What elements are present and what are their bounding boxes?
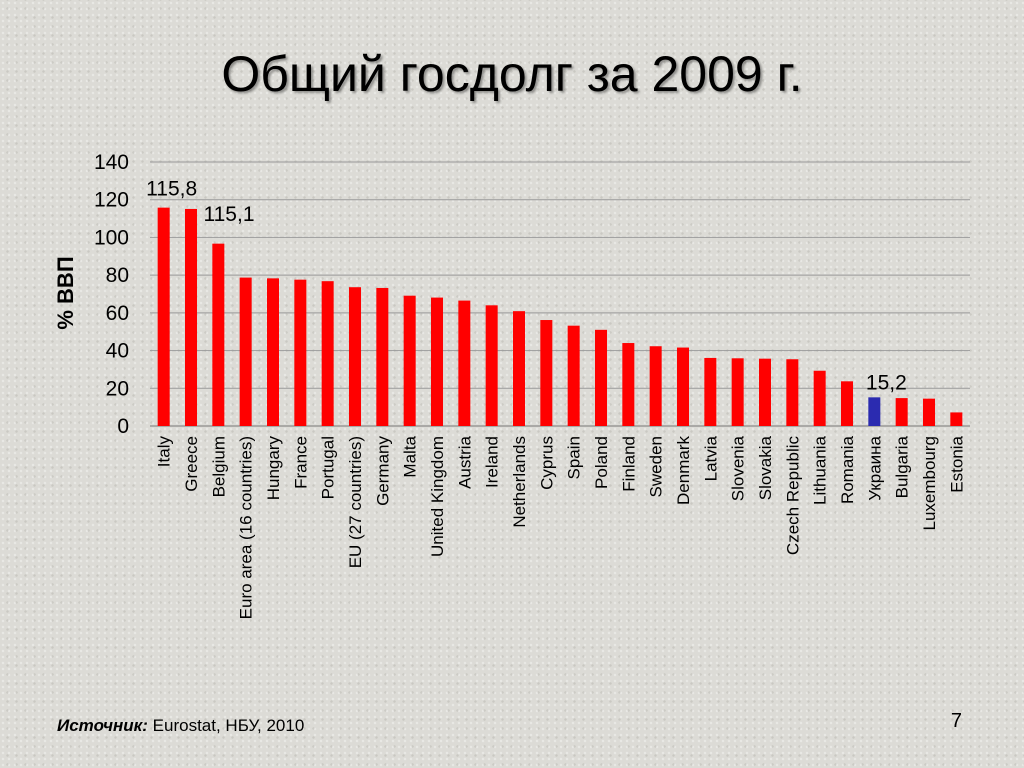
x-tick-label: Bulgaria: [893, 435, 912, 498]
y-axis-ticks: 0 20 40 60 80 100 120 140: [94, 151, 129, 438]
x-tick-label: Hungary: [264, 436, 283, 501]
bar: [731, 358, 744, 426]
data-labels: 115,8 115,1 15,2: [146, 178, 907, 395]
x-tick-label: Latvia: [701, 435, 720, 481]
bar: [813, 370, 826, 426]
x-tick-label: Estonia: [947, 435, 966, 492]
source-label: Источник:: [57, 716, 148, 735]
source-note: Источник: Eurostat, НБУ, 2010: [57, 716, 304, 736]
bar: [895, 398, 908, 426]
x-tick-label: EU (27 countries): [346, 436, 365, 568]
bar: [595, 329, 607, 426]
page-number: 7: [950, 710, 962, 732]
x-tick-label: Greece: [182, 436, 201, 492]
y-tick-label: 80: [106, 264, 129, 287]
x-tick-label: Czech Republic: [783, 436, 802, 556]
bar: [868, 397, 881, 426]
y-tick-label: 40: [106, 340, 129, 363]
x-tick-label: Slovenia: [729, 435, 748, 501]
bar: [677, 347, 689, 426]
bars: [157, 207, 963, 426]
x-tick-label: Belgium: [209, 436, 228, 497]
bar: [403, 295, 416, 426]
bar: [540, 320, 553, 426]
x-tick-label: Romania: [838, 435, 857, 504]
x-tick-label: Malta: [401, 435, 420, 477]
x-tick-label: France: [291, 436, 310, 489]
bar: [294, 279, 307, 426]
bar: [185, 208, 197, 426]
y-tick-label: 20: [106, 377, 129, 400]
y-tick-label: 100: [94, 226, 129, 249]
x-tick-label: United Kingdom: [428, 436, 447, 557]
data-label: 115,8: [146, 178, 197, 201]
x-tick-label: Luxembourg: [920, 436, 939, 531]
x-tick-label: Austria: [455, 435, 474, 488]
bar: [239, 277, 252, 426]
x-tick-label: Sweden: [647, 436, 666, 497]
x-tick-label: Portugal: [319, 436, 338, 499]
x-tick-label: Spain: [565, 436, 584, 479]
bar: [513, 311, 525, 426]
x-axis-labels: Italy Greece Belgium Euro area (16 countrie…: [155, 435, 967, 619]
x-tick-label: Ireland: [483, 436, 502, 488]
bar: [458, 300, 471, 426]
bar: [212, 243, 225, 426]
bar: [376, 287, 389, 426]
bar: [923, 398, 935, 426]
x-tick-label: Euro area (16 countries): [237, 436, 256, 619]
source-text: Eurostat, НБУ, 2010: [147, 716, 305, 735]
y-tick-label: 140: [94, 151, 129, 174]
x-tick-label: Netherlands: [510, 436, 529, 528]
gridlines: [150, 161, 970, 427]
slide-title: Общий госдолг за 2009 г.: [221, 46, 803, 102]
x-tick-label: Germany: [373, 436, 392, 506]
data-label: 15,2: [866, 371, 907, 394]
y-axis-label: % ВВП: [53, 256, 78, 329]
x-tick-label: Denmark: [674, 436, 693, 505]
x-tick-label: Finland: [619, 436, 638, 492]
bar: [704, 357, 717, 426]
bar: [321, 281, 334, 426]
bar: [622, 343, 635, 426]
bar: [950, 412, 963, 426]
bar: [349, 287, 361, 426]
bar: [267, 278, 279, 426]
y-tick-label: 0: [117, 415, 129, 438]
bar: [431, 297, 443, 426]
data-label: 115,1: [204, 203, 255, 226]
x-tick-label: Poland: [592, 436, 611, 489]
x-tick-label: Slovakia: [756, 435, 775, 500]
x-tick-label: Italy: [155, 436, 174, 468]
bar: [567, 325, 580, 426]
bar: [841, 381, 853, 426]
y-tick-label: 120: [94, 189, 129, 212]
x-tick-label: Cyprus: [537, 436, 556, 490]
bar: [157, 207, 170, 426]
bar: [649, 346, 662, 426]
bar: [786, 359, 799, 426]
x-tick-label: Украина: [865, 435, 884, 500]
bar: [759, 358, 771, 426]
x-tick-label: Lithuania: [811, 435, 830, 505]
y-tick-label: 60: [106, 302, 129, 325]
bar: [485, 305, 498, 426]
